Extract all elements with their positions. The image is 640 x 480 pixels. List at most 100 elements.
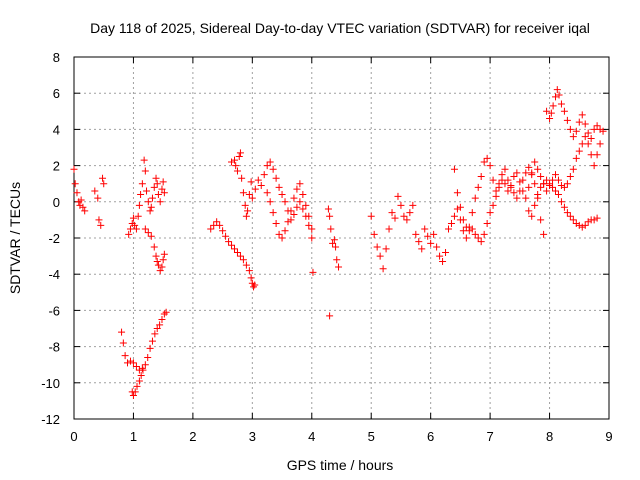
data-point — [406, 209, 414, 217]
data-point — [140, 156, 148, 164]
y-tick-label: -6 — [48, 303, 60, 318]
data-point — [421, 225, 429, 233]
data-point — [125, 230, 133, 238]
data-point — [95, 216, 103, 224]
data-point — [468, 225, 476, 233]
data-point — [144, 229, 152, 237]
data-point — [119, 339, 127, 347]
data-point — [525, 207, 533, 215]
data-point — [510, 172, 518, 180]
data-point — [554, 191, 562, 199]
data-point — [150, 243, 158, 251]
data-point — [158, 315, 166, 323]
data-point — [578, 140, 586, 148]
data-point — [236, 252, 244, 260]
data-point — [260, 171, 268, 179]
data-point — [546, 182, 554, 190]
data-point — [492, 192, 500, 200]
data-point — [335, 263, 343, 271]
data-point — [584, 129, 592, 137]
data-point — [239, 256, 247, 264]
data-point — [553, 86, 561, 94]
data-points — [70, 86, 607, 399]
data-point — [477, 238, 485, 246]
data-point — [236, 149, 244, 157]
data-point — [543, 187, 551, 195]
data-point — [231, 156, 238, 164]
data-point — [450, 212, 458, 220]
data-point — [566, 212, 574, 220]
data-point — [504, 176, 512, 184]
data-point — [147, 232, 155, 240]
data-point — [581, 120, 589, 128]
y-tick-label: -12 — [41, 412, 60, 427]
y-tick-label: 4 — [53, 122, 60, 137]
data-point — [483, 220, 491, 228]
data-point — [126, 225, 134, 233]
data-point — [489, 201, 497, 209]
data-point — [284, 218, 292, 226]
data-point — [498, 176, 506, 184]
data-point — [379, 265, 387, 273]
data-point — [139, 366, 147, 374]
data-point — [468, 209, 476, 217]
data-point — [242, 261, 250, 269]
data-point — [293, 185, 301, 193]
data-point — [159, 256, 167, 264]
data-point — [590, 216, 598, 224]
data-point — [228, 241, 236, 249]
data-point — [231, 245, 238, 253]
data-point — [453, 205, 461, 213]
x-tick-label: 9 — [605, 429, 612, 444]
data-point — [245, 267, 253, 275]
data-point — [495, 183, 503, 191]
data-point — [397, 201, 405, 209]
chart-title: Day 118 of 2025, Sidereal Day-to-day VTE… — [90, 20, 590, 36]
data-point — [254, 176, 262, 184]
data-point — [151, 330, 159, 338]
data-point — [522, 169, 530, 177]
data-point — [263, 162, 271, 170]
data-point — [238, 174, 246, 182]
data-point — [302, 201, 310, 209]
data-point — [241, 201, 249, 209]
data-point — [578, 111, 586, 119]
data-point — [160, 250, 168, 258]
data-point — [456, 203, 464, 211]
data-point — [424, 232, 432, 240]
x-tick-label: 8 — [546, 429, 553, 444]
plot-frame — [73, 56, 610, 420]
data-point — [415, 238, 423, 246]
data-point — [156, 267, 164, 275]
data-point — [501, 180, 509, 188]
data-point — [330, 236, 338, 244]
data-point — [459, 216, 467, 224]
data-point — [480, 230, 488, 238]
data-point — [148, 194, 156, 202]
data-point — [266, 158, 274, 166]
data-point — [552, 187, 559, 195]
data-point — [137, 372, 145, 380]
data-point — [587, 151, 595, 159]
data-point — [385, 225, 393, 233]
data-point — [153, 325, 161, 332]
data-point — [232, 162, 240, 170]
data-point — [124, 359, 131, 367]
data-point — [531, 201, 539, 209]
data-point — [73, 189, 81, 197]
data-point — [153, 258, 161, 266]
data-point — [239, 189, 247, 197]
data-point — [525, 163, 533, 171]
data-point — [146, 207, 154, 215]
data-point — [134, 212, 142, 220]
data-point — [557, 182, 565, 190]
data-point — [575, 147, 583, 155]
data-point — [131, 388, 139, 396]
data-point — [462, 223, 470, 231]
data-point — [593, 151, 601, 159]
data-point — [159, 178, 167, 186]
data-point — [290, 210, 298, 218]
data-point — [373, 243, 381, 251]
data-point — [547, 109, 555, 117]
data-point — [309, 268, 317, 276]
